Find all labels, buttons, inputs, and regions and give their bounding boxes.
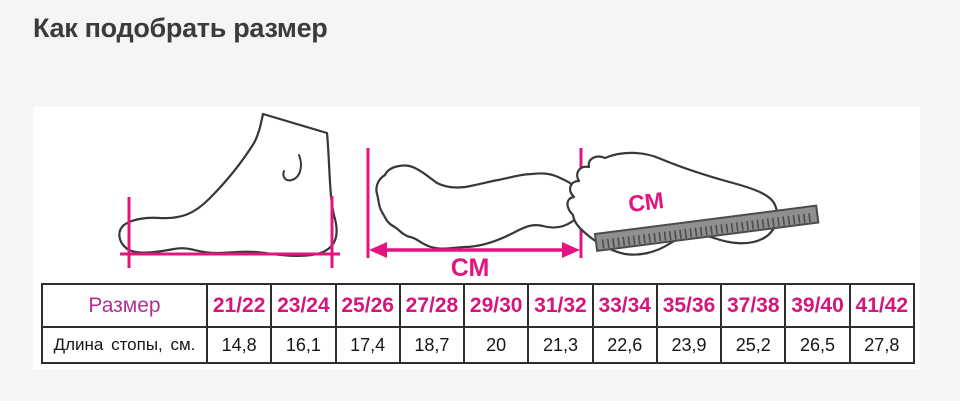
ruler: [593, 204, 820, 252]
size-header-cell: 29/30: [463, 283, 530, 328]
size-header-cell: 27/28: [398, 283, 466, 328]
size-header-cell: 33/34: [591, 283, 658, 328]
length-value-cell: 14,8: [205, 326, 273, 364]
cm-label-right: СМ: [627, 187, 665, 217]
length-value-cell: 26,5: [784, 326, 851, 364]
size-table: Размер 21/22 23/24 25/26 27/28 29/30 31/…: [41, 283, 916, 364]
foot-sole-outline: [375, 164, 584, 250]
measurement-diagrams: СМ СМ: [118, 112, 820, 282]
size-header-cell: 37/38: [720, 283, 787, 328]
length-value-cell: 22,6: [591, 326, 658, 364]
foot-side-outline: [118, 112, 338, 257]
length-arrowhead-right: [562, 242, 580, 258]
size-header-cell: 39/40: [784, 283, 851, 328]
size-header-cell: 31/32: [527, 283, 594, 328]
cm-label-middle: СМ: [451, 254, 490, 282]
length-row-label: Длина стопы, см.: [41, 326, 208, 364]
size-guide-card: СМ СМ Размер 21/22 23/24 25/26 2: [33, 107, 920, 370]
length-value-cell: 17,4: [334, 326, 401, 364]
size-row-label: Размер: [41, 283, 208, 328]
length-value-cell: 18,7: [398, 326, 466, 364]
foot-ruler-diagram: СМ: [566, 151, 820, 256]
length-value-cell: 20: [463, 326, 530, 364]
length-arrowhead-left: [369, 242, 387, 258]
ankle-mark: [282, 154, 302, 182]
length-value-cell: 27,8: [848, 326, 916, 364]
foot-length-diagram: СМ: [366, 148, 584, 282]
size-header-cell: 23/24: [270, 283, 337, 328]
size-header-cell: 41/42: [848, 283, 916, 328]
length-value-cell: 25,2: [720, 326, 787, 364]
size-header-cell: 35/36: [655, 283, 723, 328]
foot-side-view-diagram: [118, 112, 340, 268]
size-header-cell: 25/26: [334, 283, 401, 328]
size-row: Размер 21/22 23/24 25/26 27/28 29/30 31/…: [41, 283, 916, 328]
size-header-cell: 21/22: [205, 283, 273, 328]
length-value-cell: 23,9: [655, 326, 723, 364]
page-title: Как подобрать размер: [33, 13, 328, 43]
length-value-cell: 21,3: [527, 326, 594, 364]
ruler-ticks: [601, 212, 815, 249]
length-value-cell: 16,1: [270, 326, 337, 364]
length-row: Длина стопы, см. 14,8 16,1 17,4 18,7 20 …: [41, 326, 916, 364]
